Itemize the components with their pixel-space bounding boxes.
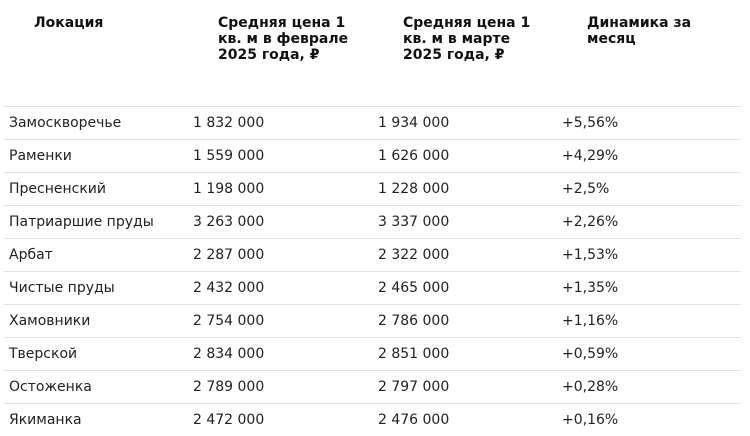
location-cell: Тверской bbox=[9, 346, 78, 362]
change-cell: +5,56% bbox=[562, 115, 619, 131]
location-cell: Пресненский bbox=[9, 181, 106, 197]
price-march-cell: 1 626 000 bbox=[378, 148, 450, 164]
location-cell: Чистые пруды bbox=[9, 280, 115, 296]
table-header: Локация Средняя цена 1 кв. м в феврале 2… bbox=[0, 0, 750, 107]
change-cell: +1,53% bbox=[562, 247, 619, 263]
price-march-cell: 2 322 000 bbox=[378, 247, 450, 263]
header-location: Локация bbox=[34, 15, 104, 31]
table-row: Тверской 2 834 000 2 851 000 +0,59% bbox=[4, 337, 741, 370]
price-march-cell: 3 337 000 bbox=[378, 214, 450, 230]
header-price-february: Средняя цена 1 кв. м в феврале 2025 года… bbox=[218, 15, 349, 63]
table-row: Раменки 1 559 000 1 626 000 +4,29% bbox=[4, 139, 741, 172]
price-march-cell: 2 851 000 bbox=[378, 346, 450, 362]
change-cell: +1,35% bbox=[562, 280, 619, 296]
table-row: Патриаршие пруды 3 263 000 3 337 000 +2,… bbox=[4, 205, 741, 238]
change-cell: +0,28% bbox=[562, 379, 619, 395]
price-march-cell: 2 786 000 bbox=[378, 313, 450, 329]
change-cell: +0,59% bbox=[562, 346, 619, 362]
price-march-cell: 2 476 000 bbox=[378, 412, 450, 428]
change-cell: +2,5% bbox=[562, 181, 610, 197]
price-february-cell: 1 559 000 bbox=[193, 148, 265, 164]
price-february-cell: 2 754 000 bbox=[193, 313, 265, 329]
table-row: Чистые пруды 2 432 000 2 465 000 +1,35% bbox=[4, 271, 741, 304]
table-body: Замоскворечье 1 832 000 1 934 000 +5,56%… bbox=[4, 106, 741, 436]
location-cell: Арбат bbox=[9, 247, 53, 263]
change-cell: +1,16% bbox=[562, 313, 619, 329]
location-cell: Патриаршие пруды bbox=[9, 214, 154, 230]
change-cell: +0,16% bbox=[562, 412, 619, 428]
header-monthly-change: Динамика за месяц bbox=[587, 15, 692, 47]
table-row: Хамовники 2 754 000 2 786 000 +1,16% bbox=[4, 304, 741, 337]
table-row: Остоженка 2 789 000 2 797 000 +0,28% bbox=[4, 370, 741, 403]
price-february-cell: 2 834 000 bbox=[193, 346, 265, 362]
price-march-cell: 1 228 000 bbox=[378, 181, 450, 197]
price-february-cell: 1 832 000 bbox=[193, 115, 265, 131]
table-row: Замоскворечье 1 832 000 1 934 000 +5,56% bbox=[4, 106, 741, 139]
price-february-cell: 2 287 000 bbox=[193, 247, 265, 263]
location-cell: Якиманка bbox=[9, 412, 82, 428]
price-march-cell: 2 465 000 bbox=[378, 280, 450, 296]
change-cell: +4,29% bbox=[562, 148, 619, 164]
price-february-cell: 2 432 000 bbox=[193, 280, 265, 296]
location-cell: Остоженка bbox=[9, 379, 92, 395]
price-march-cell: 2 797 000 bbox=[378, 379, 450, 395]
header-price-march: Средняя цена 1 кв. м в марте 2025 года, … bbox=[403, 15, 531, 63]
table-row: Арбат 2 287 000 2 322 000 +1,53% bbox=[4, 238, 741, 271]
change-cell: +2,26% bbox=[562, 214, 619, 230]
location-cell: Раменки bbox=[9, 148, 72, 164]
price-march-cell: 1 934 000 bbox=[378, 115, 450, 131]
location-cell: Замоскворечье bbox=[9, 115, 122, 131]
table-row: Пресненский 1 198 000 1 228 000 +2,5% bbox=[4, 172, 741, 205]
table-row: Якиманка 2 472 000 2 476 000 +0,16% bbox=[4, 403, 741, 436]
location-cell: Хамовники bbox=[9, 313, 91, 329]
price-february-cell: 1 198 000 bbox=[193, 181, 265, 197]
price-february-cell: 2 789 000 bbox=[193, 379, 265, 395]
price-february-cell: 3 263 000 bbox=[193, 214, 265, 230]
price-february-cell: 2 472 000 bbox=[193, 412, 265, 428]
